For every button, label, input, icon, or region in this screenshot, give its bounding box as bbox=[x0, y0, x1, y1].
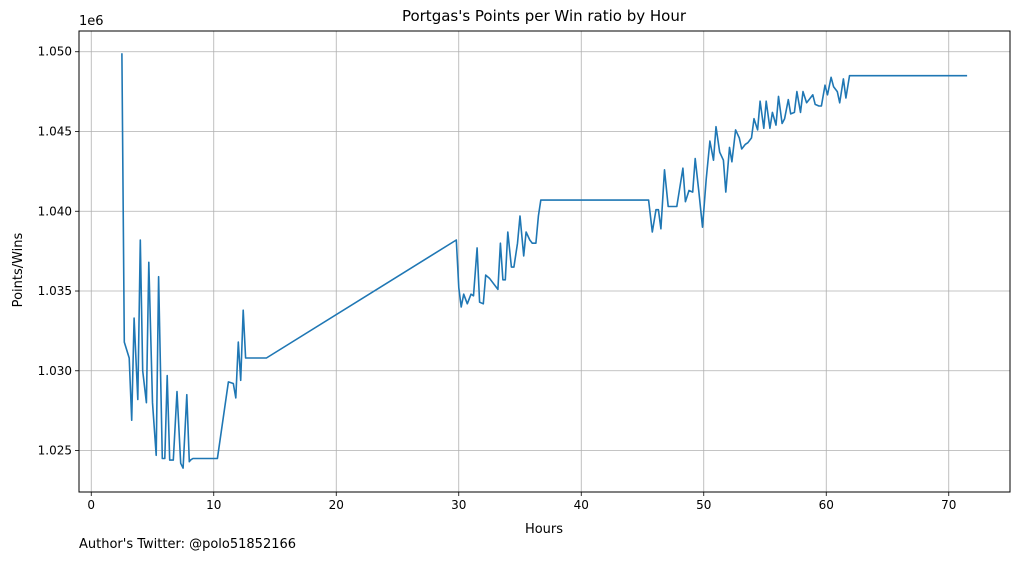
y-axis-offset-label: 1e6 bbox=[79, 14, 104, 29]
series-line bbox=[121, 53, 968, 469]
x-tick-label: 40 bbox=[574, 498, 589, 512]
grid bbox=[79, 31, 1010, 492]
x-axis-label: Hours bbox=[525, 522, 563, 537]
y-tick-label: 1.045 bbox=[38, 124, 72, 138]
x-tick-label: 70 bbox=[941, 498, 956, 512]
x-tick-label: 20 bbox=[329, 498, 344, 512]
x-tick-label: 10 bbox=[206, 498, 221, 512]
y-tick-label: 1.035 bbox=[38, 284, 72, 298]
y-tick-label: 1.050 bbox=[38, 45, 72, 59]
ticks: 0 10 20 30 40 50 60 70 1.025 1.030 1.035 1.040 1.045… bbox=[38, 45, 957, 512]
y-axis-label: Points/Wins bbox=[11, 232, 26, 307]
y-tick-label: 1.040 bbox=[38, 204, 72, 218]
x-tick-label: 0 bbox=[87, 498, 95, 512]
y-tick-label: 1.025 bbox=[38, 444, 72, 458]
x-tick-label: 50 bbox=[696, 498, 711, 512]
author-footnote: Author's Twitter: @polo51852166 bbox=[79, 537, 297, 552]
plot-frame bbox=[78, 30, 1011, 493]
x-tick-label: 60 bbox=[819, 498, 834, 512]
series-line-group bbox=[121, 53, 968, 469]
x-tick-label: 30 bbox=[451, 498, 466, 512]
chart-title: Portgas's Points per Win ratio by Hour bbox=[402, 7, 687, 25]
y-tick-label: 1.030 bbox=[38, 364, 72, 378]
